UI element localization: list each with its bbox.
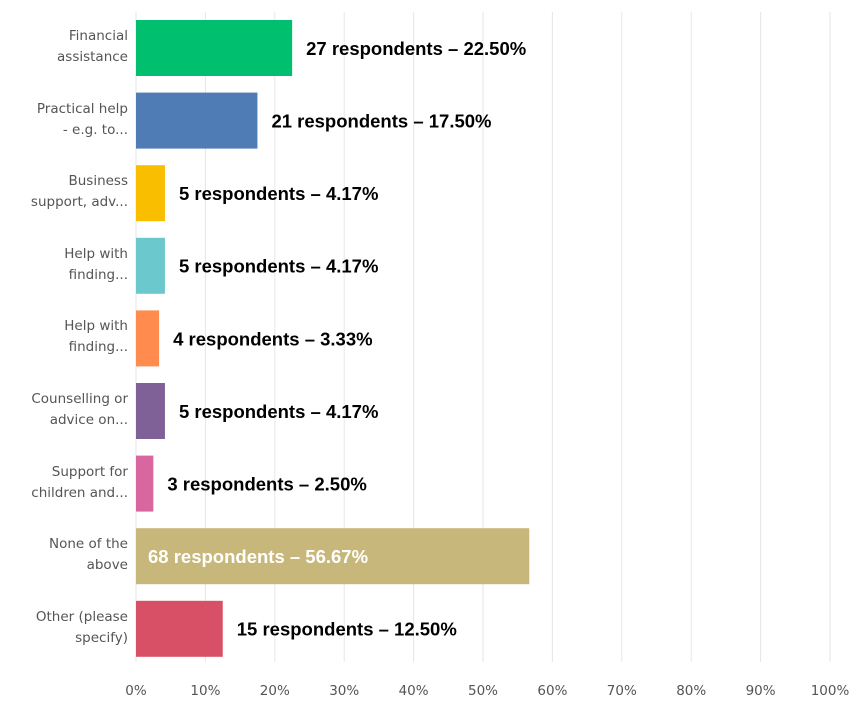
x-tick-label: 30% (329, 683, 359, 699)
y-tick-label: Support for children and... (31, 463, 128, 501)
bar (136, 310, 160, 367)
data-label: 5 respondents – 4.17% (179, 401, 378, 422)
bar (136, 600, 223, 657)
x-tick-label: 40% (399, 683, 429, 699)
data-label: 21 respondents – 17.50% (271, 110, 491, 131)
y-tick-label: Help with finding... (64, 245, 128, 283)
data-label: 68 respondents – 56.67% (148, 546, 368, 567)
x-tick-label: 100% (811, 683, 850, 699)
data-label: 5 respondents – 4.17% (179, 183, 378, 204)
data-label: 15 respondents – 12.50% (237, 619, 457, 640)
x-tick-label: 0% (125, 683, 147, 699)
data-label: 4 respondents – 3.33% (173, 328, 372, 349)
x-tick-label: 80% (676, 683, 706, 699)
bar (136, 165, 165, 222)
x-tick-label: 10% (190, 683, 220, 699)
y-tick-label: Financial assistance (57, 28, 128, 65)
bar (136, 20, 293, 76)
x-tick-label: 60% (537, 683, 567, 699)
y-tick-label: Practical help - e.g. to... (36, 100, 128, 138)
x-tick-label: 70% (607, 683, 637, 699)
data-label: 27 respondents – 22.50% (306, 38, 526, 59)
bar (136, 92, 258, 149)
x-tick-label: 20% (260, 683, 290, 699)
y-tick-label: Help with finding... (64, 318, 128, 356)
bar (136, 455, 154, 512)
y-tick-label: Business support, adv... (30, 173, 128, 211)
data-label: 5 respondents – 4.17% (179, 256, 378, 277)
y-tick-label: None of the above (49, 536, 128, 574)
x-tick-label: 50% (468, 683, 498, 699)
y-tick-label: Other (please specify) (35, 608, 128, 646)
x-tick-label: 90% (746, 683, 776, 699)
bar (136, 237, 165, 294)
bar (136, 383, 165, 439)
bar (136, 528, 530, 585)
y-tick-label: Counselling or advice on... (31, 391, 128, 428)
data-label: 3 respondents – 2.50% (167, 473, 366, 494)
